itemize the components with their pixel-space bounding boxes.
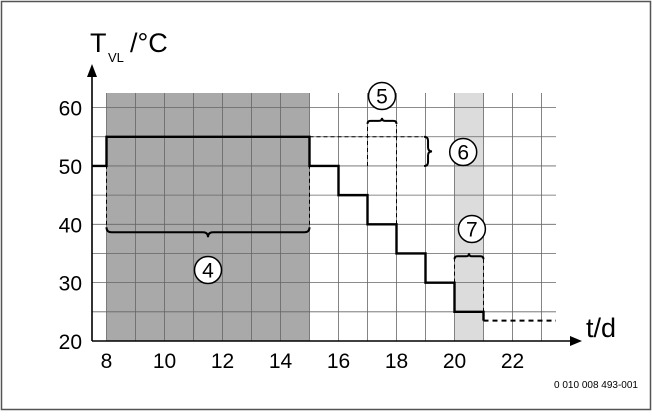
annotation-6-label: 6 — [457, 142, 469, 165]
temperature-step-line — [92, 135, 485, 321]
x-tick-label: 10 — [153, 350, 176, 373]
x-tick-label: 22 — [501, 350, 524, 373]
shaded-regions — [106, 93, 484, 341]
shaded-region-1 — [106, 93, 310, 341]
annotation-7-label: 7 — [466, 219, 478, 242]
axes — [87, 64, 582, 346]
y-tick-label: 20 — [59, 331, 82, 354]
y-axis-label-main: T — [90, 28, 107, 58]
y-tick-label: 30 — [59, 273, 82, 296]
x-tick-label: 12 — [211, 350, 234, 373]
y-tick-label: 50 — [59, 156, 82, 179]
annotation-6-brace — [423, 135, 433, 167]
x-tick-label: 8 — [101, 350, 113, 373]
annotation-5-label: 5 — [376, 86, 388, 109]
tick-labels: 8 10 12 14 16 18 20 22 20 30 40 50 60 — [59, 98, 525, 373]
y-axis-arrow — [87, 64, 97, 77]
annotation-4-label: 4 — [202, 260, 214, 283]
annotation-4-circle — [193, 255, 223, 285]
x-axis-label: t/d — [586, 313, 616, 343]
x-tick-label: 14 — [269, 350, 293, 373]
x-tick-label: 18 — [385, 350, 408, 373]
x-tick-label: 20 — [443, 350, 466, 373]
series-line — [92, 135, 556, 322]
x-axis-arrow — [570, 336, 582, 346]
x-tick-label: 16 — [327, 350, 350, 373]
y-axis-label-unit: /°C — [130, 28, 168, 58]
annotation-6-circle — [448, 137, 478, 167]
y-tick-label: 40 — [59, 214, 82, 237]
annotation-5-circle — [367, 81, 397, 111]
annotation-7-circle — [457, 214, 487, 244]
annotation-5-brace — [366, 117, 398, 124]
annotation-7-brace — [453, 253, 485, 260]
y-axis-label-sub: VL — [108, 50, 124, 65]
figure-code: 0 010 008 493-001 — [554, 380, 638, 391]
annotations: 4 5 6 7 — [105, 81, 487, 285]
y-tick-label: 60 — [59, 98, 82, 121]
